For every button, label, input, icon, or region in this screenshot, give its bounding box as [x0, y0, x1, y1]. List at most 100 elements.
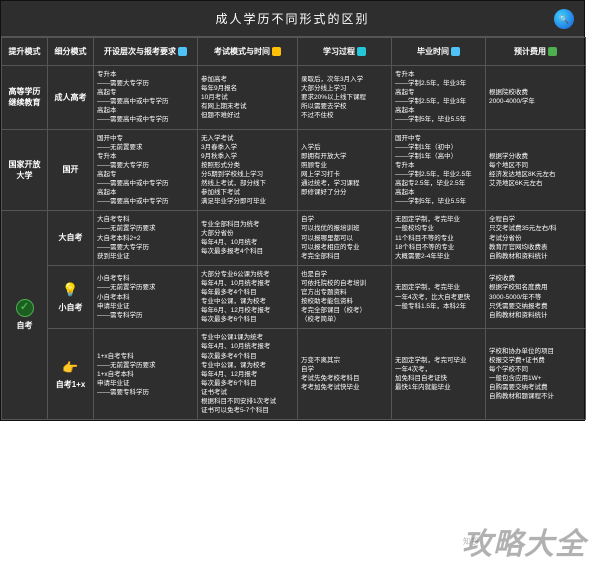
cell-line: 大部分专业6公课为统考 [201, 270, 294, 279]
cell-line: 根据学校知名度费用 [489, 283, 582, 292]
cell-line: 专业中公课1课为统考 [201, 333, 294, 342]
cell-line: ——需要大专学历 [97, 161, 194, 170]
submode-cell: 大自考 [48, 211, 94, 265]
cell-line: ——学制5年，毕业5.5年 [395, 197, 482, 206]
header-4: 学习过程 [298, 38, 392, 66]
cell-line: 经济发达地区8K元左右 [489, 170, 582, 179]
cell-line: ——需要大专学历 [97, 243, 194, 252]
cell: 国开中专——学制1年（初中）——学制1年（高中）专升本——学制2.5年，毕业2.… [392, 129, 486, 211]
cell-line: 专业中公课，课为校考 [201, 297, 294, 306]
cell-line: ——无前置学历要求 [97, 361, 194, 370]
cell-line: 每年4月、10月统考 [201, 238, 294, 247]
cell-line: 每次最多考6个科目 [201, 379, 294, 388]
cell-line: 国开中专 [97, 134, 194, 143]
table-row: 高等学历 继续教育成人高考专升本——需要大专学历高起专——需要高中或中专学历高起… [2, 66, 586, 130]
header-icon [272, 47, 281, 56]
header-icon [178, 47, 187, 56]
cell-line: 艾尧地区6K元左右 [489, 179, 582, 188]
cell-line: 一般专科1.5年，本科2年 [395, 302, 482, 311]
cell-line: ——学制2.5年，毕业3年 [395, 97, 482, 106]
cell-line: 学校和协办单位的项目 [489, 347, 582, 356]
cell-line: 证书可以免考5-7个科目 [201, 406, 294, 415]
cell-line: 3000-5000/年不等 [489, 293, 582, 302]
cell-line: 考完全部科目 [301, 252, 388, 261]
cell-line: 大自考本科2+2 [97, 234, 194, 243]
cell-line: 可依托院校的自考培训 [301, 279, 388, 288]
check-icon: ✓ [16, 299, 34, 317]
cell-line: 考试先免考校考科目 [301, 374, 388, 383]
cell-line: 按照形式分类 [201, 161, 294, 170]
cell-line: ——需要专科学历 [97, 388, 194, 397]
cell-line: 申请毕业证 [97, 379, 194, 388]
cell-line: 最快1年内就能毕业 [395, 383, 482, 392]
cell-line: 国开中专 [395, 134, 482, 143]
header-5: 毕业时间 [392, 38, 486, 66]
header-2: 开设层次与报考要求 [94, 38, 198, 66]
submode-icon: 👉 [51, 359, 90, 377]
cell-line: 无固定学制，考完毕业 [395, 215, 482, 224]
cell-line: 无固定学制，考完毕业 [395, 283, 482, 292]
submode-cell: 💡小自考 [48, 265, 94, 329]
cell-line: 按校助考能包资料 [301, 297, 388, 306]
mode-cell: 国家开放大学 [2, 129, 48, 211]
cell-line: 只交考试费35元左右/科 [489, 224, 582, 233]
cell-line: 大部分省份 [201, 229, 294, 238]
cell-line: 可以报考相应的专业 [301, 243, 388, 252]
cell-line: 高起本 [395, 188, 482, 197]
submode-cell: 国开 [48, 129, 94, 211]
cell-line: 9月秋季入学 [201, 152, 294, 161]
cell-line: 自学 [301, 365, 388, 374]
cell-line: 高起专 [395, 88, 482, 97]
cell-line: 但题不难好过 [201, 111, 294, 120]
table-row: 👉自考1+x1+x自考专科——无前置学历要求1+x自考本科申请毕业证——需要专科… [2, 329, 586, 420]
cell-line: 所以需要去学校 [301, 102, 388, 111]
header-icon [357, 47, 366, 56]
cell: 专业中公课1课为统考每年4月、10月统考报考每次最多考4个科目专业中公课，课为校… [198, 329, 298, 420]
cell-line: ——学制1年（初中） [395, 143, 482, 152]
cell-line: 根据科目不同安排1次考试 [201, 397, 294, 406]
table-row: ✓自考大自考大自考专科——无前置学历要求大自考本科2+2——需要大专学历获到毕业… [2, 211, 586, 265]
cell: 全程自学只交考试费35元左右/科考试分省份教育厅官网均收费表自购教材和资料统计 [486, 211, 586, 265]
cell-line: 参加线下考试 [201, 188, 294, 197]
cell-line: 每年4月、10月统考报考 [201, 279, 294, 288]
cell-line: ——需要高中或中专学历 [97, 97, 194, 106]
cell-line: 每年9月报名 [201, 84, 294, 93]
cell-line: 根据学分收费 [489, 152, 582, 161]
cell: 专业全部科目为统考大部分省份每年4月、10月统考每次最多报考4个科目 [198, 211, 298, 265]
cell-line: 每年最多考4个科目 [201, 288, 294, 297]
cell: 专升本——学制2.5年，毕业3年高起专——学制2.5年，毕业3年高起本——学制5… [392, 66, 486, 130]
cell-line: 获到毕业证 [97, 252, 194, 261]
submode-icon: 💡 [51, 281, 90, 299]
cell-line: 18个科目不等的专业 [395, 243, 482, 252]
cell-line: 每年4月、12月报考 [201, 370, 294, 379]
cell-line: 即拥有开放大学 [301, 152, 388, 161]
cell: 无固定学制，考完可毕业一年4次考，加免科目自考证快最快1年内就能毕业 [392, 329, 486, 420]
watermark-small: 知乎 [463, 536, 479, 547]
cell: 万变不离其宗自学考试先免考校考科目考考加免考试快毕业 [298, 329, 392, 420]
cell-line: 大概需要2-4年毕业 [395, 252, 482, 261]
cell-line: 通过统考，学习课程 [301, 179, 388, 188]
cell: 入学后即拥有开放大学照顾专业网上学习打卡通过统考，学习课程即修课好了分分 [298, 129, 392, 211]
cell-line: 大部分线上学习 [301, 84, 388, 93]
mode-cell: ✓自考 [2, 211, 48, 420]
cell-line: 11个科目不等的专业 [395, 234, 482, 243]
header-3: 考试模式与时间 [198, 38, 298, 66]
cell-line: ——无前置学历要求 [97, 283, 194, 292]
cell-line: 不过不住校 [301, 111, 388, 120]
cell-line: 高起本 [395, 106, 482, 115]
cell-line: 高起本 [97, 106, 194, 115]
cell-line: 录取后，次年3月入学 [301, 75, 388, 84]
cell-line: 根据院校收费 [489, 88, 582, 97]
cell-line: 然线上考试，部分线下 [201, 179, 294, 188]
cell-line: 专升本 [395, 161, 482, 170]
cell: 1+x自考专科——无前置学历要求1+x自考本科申请毕业证——需要专科学历 [94, 329, 198, 420]
table-body: 高等学历 继续教育成人高考专升本——需要大专学历高起专——需要高中或中专学历高起… [2, 66, 586, 420]
cell-line: 自购教材和资料统计 [489, 311, 582, 320]
cell-line: 自购教材和题课程不计 [489, 392, 582, 401]
cell-line: 专业中公课，课为校考 [201, 361, 294, 370]
cell-line: 可以找优的报培训班 [301, 224, 388, 233]
header-icon [548, 47, 557, 56]
cell: 大自考专科——无前置学历要求大自考本科2+2——需要大专学历获到毕业证 [94, 211, 198, 265]
cell: 无入学考试3月春季入学9月秋季入学按照形式分类分5期到学校线上学习然线上考试，部… [198, 129, 298, 211]
cell-line: 1+x自考本科 [97, 370, 194, 379]
